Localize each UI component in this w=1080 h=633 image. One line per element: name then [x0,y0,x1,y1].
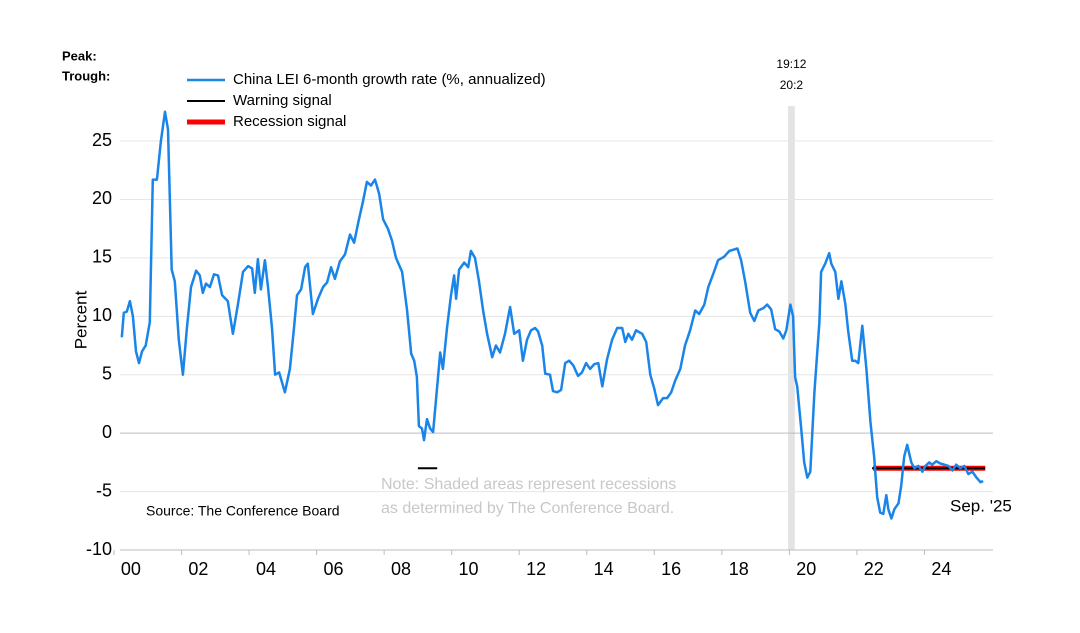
x-tick-label: 04 [256,559,276,579]
legend-label: China LEI 6-month growth rate (%, annual… [233,71,546,88]
y-tick-label: 25 [92,130,112,150]
y-tick-label: -5 [96,480,112,500]
x-tick-label: 14 [594,559,614,579]
peak-label: Peak: [62,48,97,63]
trough-label: Trough: [62,68,110,83]
y-tick-label: 10 [92,305,112,325]
x-tick-label: 06 [323,559,343,579]
x-tick-label: 08 [391,559,411,579]
y-tick-label: 5 [102,363,112,383]
x-tick-label: 20 [796,559,816,579]
note: Note: Shaded areas represent recessions [381,476,676,493]
end-label: Sep. '25 [950,496,1012,515]
legend-label: Warning signal [233,92,332,109]
x-tick-label: 24 [931,559,951,579]
x-tick-label: 00 [121,559,141,579]
x-tick-label: 18 [729,559,749,579]
y-axis-label: Percent [71,290,90,349]
x-tick-label: 22 [864,559,884,579]
x-tick-label: 12 [526,559,546,579]
source: Source: The Conference Board [146,503,340,519]
peak-date: 19:12 [776,57,806,71]
y-tick-label: 20 [92,188,112,208]
trough-date: 20:2 [780,78,804,92]
x-tick-label: 10 [459,559,479,579]
note: as determined by The Conference Board. [381,500,674,517]
y-tick-label: 15 [92,247,112,267]
x-tick-label: 16 [661,559,681,579]
y-tick-label: 0 [102,422,112,442]
legend-label: Recession signal [233,113,346,130]
series-line [120,110,984,520]
x-tick-label: 02 [188,559,208,579]
recession-shade [788,106,795,550]
y-tick-label: -10 [86,539,112,559]
